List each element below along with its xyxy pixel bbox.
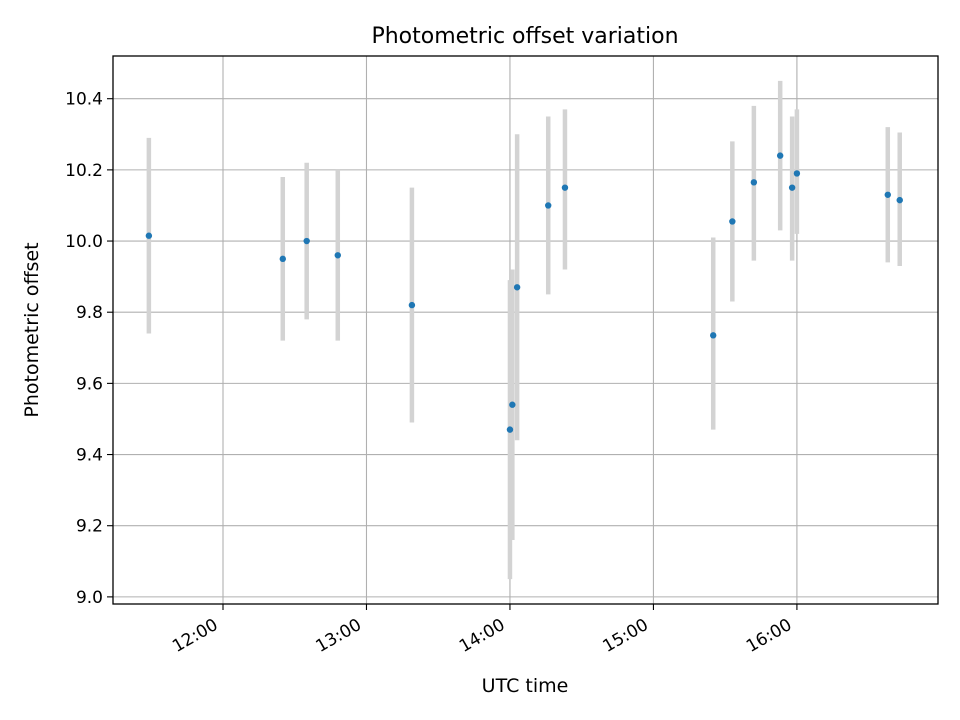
data-point bbox=[776, 152, 784, 159]
y-axis-label: Photometric offset bbox=[21, 242, 43, 417]
data-point bbox=[561, 184, 569, 191]
y-axis-ticks: 9.0 9.2 9.4 9.6 9.8 10.0 10.2 10.4 bbox=[65, 90, 113, 608]
data-point bbox=[710, 332, 717, 339]
data-point bbox=[729, 218, 736, 225]
y-tick-label: 9.8 bbox=[76, 303, 103, 323]
data-point bbox=[145, 232, 153, 239]
data-point bbox=[509, 401, 516, 408]
data-points bbox=[145, 152, 903, 433]
data-point bbox=[408, 301, 416, 309]
data-point bbox=[506, 426, 514, 433]
grid bbox=[113, 56, 938, 604]
data-point bbox=[896, 196, 903, 204]
y-tick-label: 9.6 bbox=[76, 374, 103, 394]
data-point bbox=[334, 252, 341, 259]
data-point bbox=[545, 202, 552, 209]
data-point bbox=[793, 170, 801, 177]
data-point bbox=[750, 179, 758, 186]
data-point bbox=[303, 237, 310, 245]
y-tick-label: 10.2 bbox=[65, 161, 103, 181]
x-axis-label: UTC time bbox=[482, 675, 569, 697]
data-point bbox=[513, 284, 521, 291]
y-tick-label: 9.4 bbox=[76, 446, 103, 466]
data-point bbox=[279, 255, 286, 263]
y-tick-label: 10.4 bbox=[65, 90, 103, 110]
data-point bbox=[788, 184, 796, 191]
chart-title: Photometric offset variation bbox=[371, 24, 678, 49]
y-tick-label: 9.0 bbox=[76, 588, 103, 608]
plot-frame bbox=[112, 55, 939, 605]
y-tick-label: 10.0 bbox=[65, 232, 103, 252]
y-tick-label: 9.2 bbox=[76, 517, 103, 537]
data-point bbox=[884, 191, 891, 198]
